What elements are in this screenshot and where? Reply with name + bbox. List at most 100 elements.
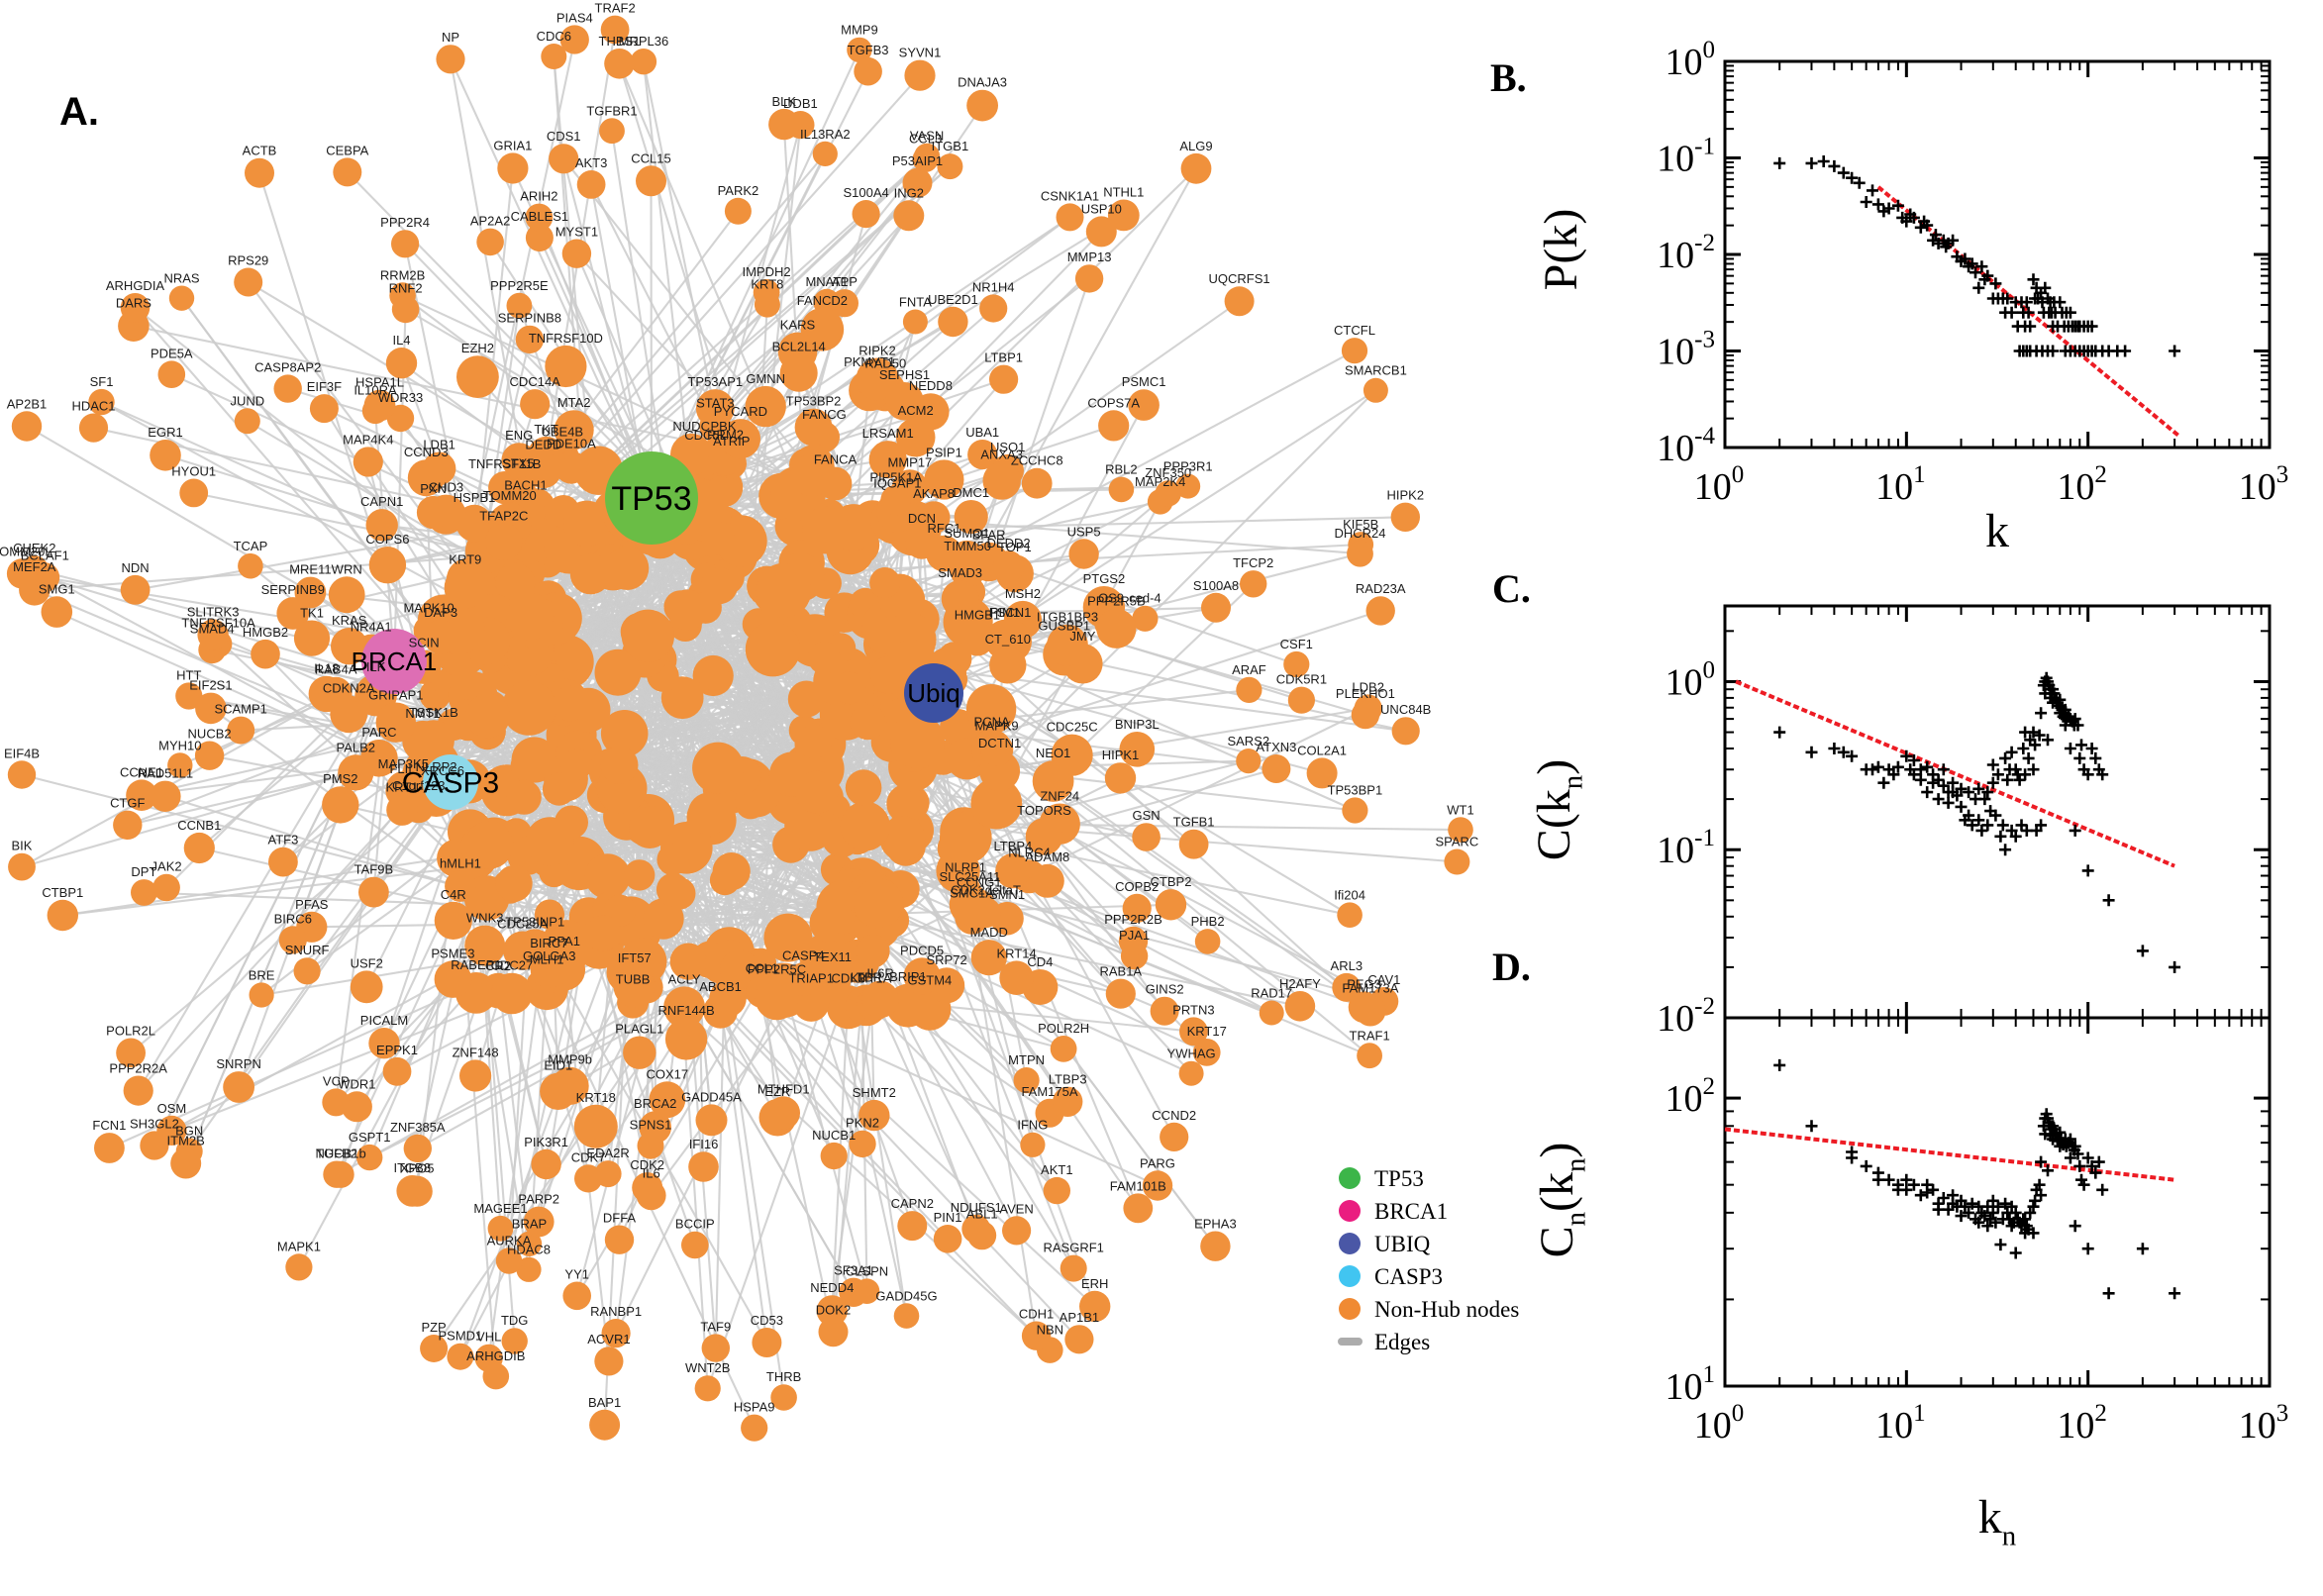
scatter-marker: [2119, 345, 2132, 357]
scatter-marker: [1921, 219, 1934, 232]
network-node: [847, 37, 872, 63]
scatter-marker: [1846, 171, 1859, 184]
network-node-label: MMP9b: [548, 1052, 592, 1067]
network-edge: [130, 781, 452, 1054]
network-node-label: PYCARD: [714, 404, 767, 419]
network-node: [285, 1253, 313, 1281]
scatter-marker: [1871, 760, 1884, 773]
network-node: [328, 576, 365, 614]
scatter-marker: [1972, 281, 1985, 294]
network-node: [1306, 757, 1338, 789]
network-node-label: ADAM8: [1025, 849, 1069, 864]
network-node-label: PIK3R1: [524, 1135, 568, 1149]
network-node-label: FNTA: [899, 295, 932, 310]
network-node-label: FANCA: [814, 452, 858, 467]
network-node-label: MYH10: [158, 738, 201, 752]
network-node-label: ACLY: [668, 971, 701, 986]
tick-label: 101: [1666, 1361, 1716, 1408]
network-node-label: CDK2deltaT: [951, 882, 1021, 897]
x-axis-label: kn: [1978, 1491, 2016, 1551]
network-node: [802, 506, 850, 554]
panel-label-d: D.: [1492, 945, 1531, 989]
network-node: [1337, 902, 1363, 928]
network-node-label: COL2A1: [1297, 743, 1347, 757]
network-node: [1085, 216, 1117, 248]
network-node-label: YWHAG: [1167, 1047, 1216, 1061]
network-node-label: LTBP1: [984, 350, 1023, 365]
network-node-label: JMY: [1069, 629, 1095, 644]
network-node-label: IFT57: [618, 950, 652, 965]
scatter-marker: [1921, 786, 1934, 799]
scatter-marker: [2064, 1133, 2076, 1146]
network-node: [604, 49, 635, 79]
network-node: [516, 1256, 542, 1282]
network-node: [47, 899, 78, 932]
network-node: [807, 642, 841, 674]
network-node-label: MSH2: [1005, 586, 1041, 601]
network-node-label: PPP2R5B: [1087, 594, 1146, 609]
network-node-label: PDE5A: [151, 346, 193, 360]
scatter-marker: [2029, 1194, 2042, 1207]
network-node: [476, 228, 504, 256]
network-node: [94, 1133, 125, 1163]
network-node: [833, 671, 866, 705]
network-node-label: WT1: [1447, 802, 1473, 817]
network-node: [1444, 848, 1470, 875]
network-node: [41, 596, 73, 628]
network-node: [897, 1211, 928, 1242]
network-node-label: IFNG: [1017, 1118, 1048, 1133]
network-node: [1200, 1231, 1231, 1261]
fit-line: [1735, 679, 2175, 868]
scatter-marker: [1981, 269, 1994, 282]
network-node: [967, 440, 998, 470]
network-node-label: HSPB1: [454, 490, 496, 505]
scatter-marker: [1972, 782, 1985, 795]
network-node: [495, 562, 536, 603]
network-node-label: CD53: [751, 1313, 783, 1328]
scatter-marker: [2069, 1140, 2081, 1152]
network-node: [1341, 338, 1368, 364]
network-node-label: PCNA: [974, 715, 1010, 730]
network-node: [1098, 410, 1130, 442]
network-node-label: TFAP2C: [479, 508, 528, 523]
scatter-marker: [1891, 760, 1904, 773]
network-node-label: ALG9: [1179, 139, 1212, 153]
network-node: [562, 1281, 591, 1311]
network-node: [197, 619, 229, 650]
network-node: [170, 1147, 202, 1179]
network-node: [600, 710, 649, 757]
network-node-label: CCL1: [746, 961, 778, 976]
network-node: [234, 408, 260, 435]
network-node: [600, 746, 639, 784]
network-node-label: SF1: [90, 374, 114, 389]
network-node: [422, 451, 456, 486]
scatter-marker: [1907, 754, 1920, 766]
scatter-marker: [1805, 1120, 1818, 1133]
network-node: [965, 684, 1017, 735]
network-node-label: IL10RA: [354, 383, 397, 398]
network-node-label: ARAF: [1232, 662, 1266, 677]
network-node: [856, 357, 899, 401]
scatter-marker: [1999, 1197, 2012, 1210]
network-node-label: MADD: [970, 925, 1008, 940]
scatter-marker: [2035, 1155, 2048, 1168]
network-node: [795, 770, 839, 814]
network-node-label: TNFRSF11B: [468, 456, 541, 471]
network-node-label: NRAS: [163, 271, 199, 286]
network-node-label: ARIH2: [520, 189, 557, 204]
network-node-label: ILK: [366, 659, 386, 674]
network-node: [268, 847, 298, 877]
scatter-marker: [2027, 1200, 2040, 1213]
scatter-marker: [1991, 1200, 2004, 1213]
network-node-label: LDB1: [423, 437, 455, 451]
network-node: [531, 1148, 561, 1180]
network-node: [444, 566, 486, 609]
network-node-label: Ifi204: [1334, 887, 1365, 902]
network-node: [933, 1225, 962, 1253]
network-node-label: CD4: [1027, 954, 1053, 969]
network-node: [385, 348, 418, 379]
network-node-label: GSTM4: [908, 973, 953, 988]
network-node-label: MAPK10: [403, 600, 454, 615]
network-node-label: LRSAM1: [862, 426, 914, 441]
network-node: [594, 648, 642, 696]
